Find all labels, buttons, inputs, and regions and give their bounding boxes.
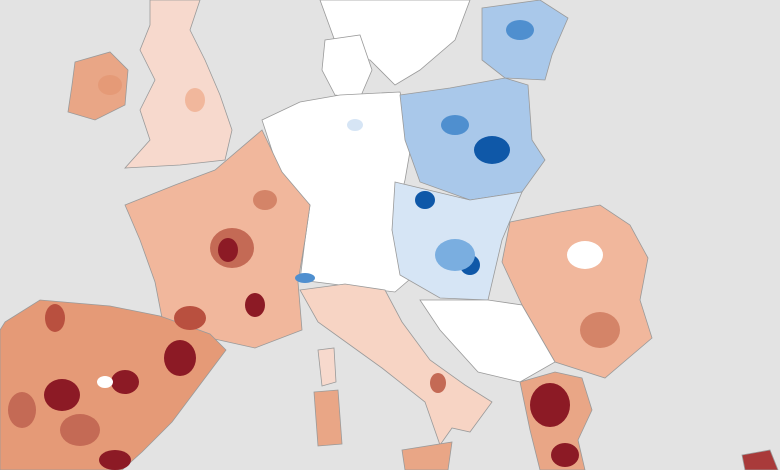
region	[551, 443, 579, 467]
region	[415, 191, 435, 209]
region	[111, 370, 139, 394]
sicily	[401, 441, 453, 470]
region	[164, 340, 196, 376]
poland	[399, 77, 546, 201]
region	[218, 238, 238, 262]
sardinia	[313, 389, 343, 447]
region	[60, 414, 100, 446]
region	[474, 136, 510, 164]
region	[567, 241, 603, 269]
western-balkans	[419, 299, 556, 383]
region	[430, 373, 446, 393]
region	[99, 450, 131, 470]
region	[174, 306, 206, 330]
region	[347, 119, 363, 131]
corsica	[317, 347, 337, 387]
region	[98, 75, 122, 95]
region	[253, 190, 277, 210]
region	[530, 383, 570, 427]
baltic-states	[481, 0, 569, 81]
region	[435, 239, 475, 271]
region	[506, 20, 534, 40]
region	[441, 115, 469, 135]
ireland	[67, 51, 129, 121]
italy	[299, 283, 493, 446]
cyprus	[741, 449, 779, 470]
great-britain	[124, 0, 233, 169]
region	[44, 379, 80, 411]
region	[97, 376, 113, 388]
region-shading	[8, 20, 620, 470]
region	[45, 304, 65, 332]
region	[580, 312, 620, 348]
region	[185, 88, 205, 112]
region	[245, 293, 265, 317]
region	[8, 392, 36, 428]
region	[295, 273, 315, 283]
